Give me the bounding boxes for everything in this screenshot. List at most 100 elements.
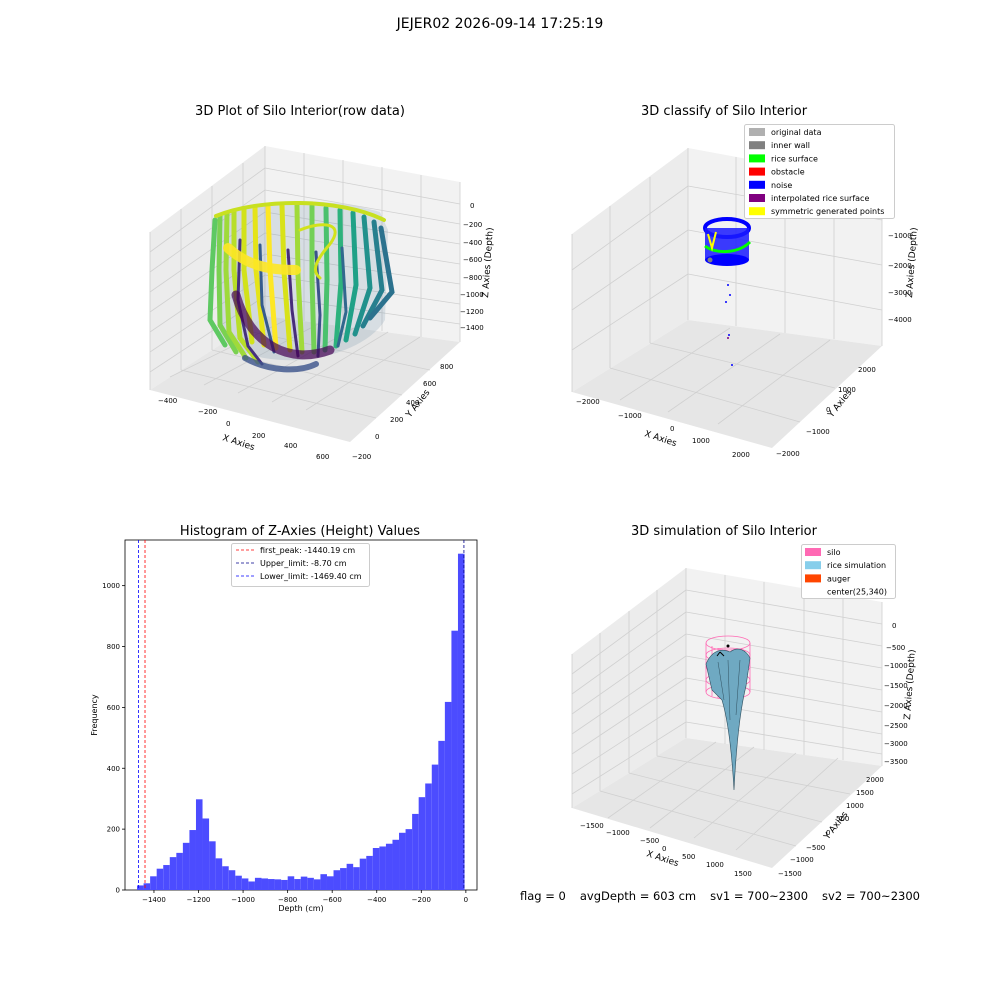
legend-label: auger [827, 574, 851, 583]
histogram-bar [261, 878, 269, 890]
p3-xlabel: Depth (cm) [278, 904, 323, 913]
sv2-text: sv2 = 700~2300 [822, 889, 920, 903]
p4-ytick-0: −1500 [778, 870, 802, 878]
p1-xtick-4: 400 [284, 442, 297, 450]
p2-ytick-1: −1000 [806, 428, 830, 436]
y-tick-label: 200 [107, 826, 120, 834]
p4-ztick-6: −3000 [884, 740, 908, 748]
x-tick-label: −1200 [187, 896, 211, 904]
histogram-bar [209, 841, 216, 890]
x-tick-label: −400 [367, 896, 386, 904]
p4-ztick-2: −1000 [884, 662, 908, 670]
histogram-bar [444, 701, 452, 890]
p4-ytick-7: 2000 [866, 776, 884, 784]
legend-label: obstacle [771, 168, 805, 177]
p4-ztick-4: −2000 [884, 702, 908, 710]
histogram-bar [182, 842, 190, 890]
histogram-bar [248, 881, 255, 890]
p4-ztick-0: 0 [892, 622, 896, 630]
x-tick-label: −800 [278, 896, 297, 904]
p1-ytick-5: 800 [440, 363, 453, 371]
p1-ztick-4: −800 [463, 274, 482, 282]
legend-label: Upper_limit: -8.70 cm [260, 559, 347, 568]
legend-swatch [805, 561, 821, 570]
p4-ztick-7: −3500 [884, 758, 908, 766]
p4-ytick-1: −1000 [790, 856, 814, 864]
x-tick-label: −1400 [142, 896, 166, 904]
histogram-bar [274, 879, 282, 890]
histogram-bar [425, 783, 432, 890]
histogram-bar [163, 865, 170, 890]
p4-xtick-4: 500 [682, 853, 695, 861]
p2-ytick-0: −2000 [776, 450, 800, 458]
legend-label: center(25,340) [827, 588, 887, 597]
histogram-bar [215, 858, 223, 890]
histogram-bar [169, 857, 177, 890]
histogram-bar [313, 879, 321, 890]
legend-label: silo [827, 548, 841, 557]
p2-xtick-2: 0 [670, 425, 674, 433]
legend-label: noise [771, 181, 792, 190]
p1-ytick-4: 600 [423, 380, 436, 388]
silo-wall-point-cloud [207, 201, 395, 373]
center-marker [726, 644, 730, 648]
histogram-bar [156, 868, 164, 890]
histogram-bar [333, 870, 341, 890]
p2-xtick-1: −1000 [618, 412, 642, 420]
y-tick-label: 400 [107, 765, 120, 773]
p1-xtick-0: −400 [158, 397, 177, 405]
legend-label: rice surface [771, 154, 818, 163]
histogram-bar [281, 879, 288, 890]
legend-swatch [749, 207, 765, 216]
legend-swatch [805, 587, 821, 596]
legend-swatch [749, 167, 765, 176]
legend-swatch [749, 141, 765, 150]
p2-xtick-0: −2000 [576, 398, 600, 406]
histogram-bar [222, 866, 229, 890]
p2-xtick-4: 2000 [732, 451, 750, 459]
simulation-legend: silo rice simulation auger center(25,340) [801, 544, 896, 599]
histogram-bar [399, 832, 406, 890]
histogram-bar [379, 846, 386, 890]
histogram-bar [353, 867, 360, 890]
histogram-bar [137, 885, 144, 890]
histogram-bar [254, 877, 262, 890]
p1-ytick-0: −200 [352, 453, 371, 461]
panel2-title: 3D classify of Silo Interior [640, 104, 808, 119]
p4-xtick-0: −1500 [580, 822, 604, 830]
histogram-bar [359, 858, 367, 890]
histogram-bar [176, 852, 183, 890]
floor-pane [572, 738, 882, 868]
histogram-bar [320, 874, 327, 890]
p4-ytick-5: 1000 [846, 802, 864, 810]
histogram-bar [235, 875, 242, 890]
grid-lines [571, 568, 883, 851]
p1-ztick-0: 0 [470, 202, 474, 210]
histogram-bar [392, 839, 400, 890]
legend-swatch [749, 180, 765, 189]
p1-ztick-5: −1000 [460, 291, 484, 299]
legend-label: symmetric generated points [771, 207, 884, 216]
sv1-text: sv1 = 700~2300 [710, 889, 809, 903]
legend-label: rice simulation [827, 561, 886, 570]
histogram-bar [294, 879, 301, 890]
p2-ztick-3: −4000 [888, 316, 912, 324]
histogram-bar [431, 764, 439, 890]
x-tick-label: 0 [464, 896, 468, 904]
legend-label: inner wall [771, 141, 810, 150]
p4-ztick-5: −2500 [884, 722, 908, 730]
p1-ztick-6: −1200 [460, 308, 484, 316]
p2-ztick-1: −2000 [888, 262, 912, 270]
histogram-bar [451, 630, 458, 890]
p1-ztick-3: −600 [463, 256, 482, 264]
y-tick-label: 1000 [102, 582, 120, 590]
panel4-title: 3D simulation of Silo Interior [631, 524, 817, 539]
histogram-bar [385, 843, 393, 890]
x-tick-label: −200 [412, 896, 431, 904]
status-footer: flag = 0 avgDepth = 603 cm sv1 = 700~2300 s… [520, 889, 934, 903]
raw-data-3d-plot: −400 −200 0 200 400 600 −200 0 200 400 6… [149, 146, 496, 461]
depth-histogram: −1400 −1200 −1000 −800 −600 −400 −200 0 0 200 400… [90, 539, 478, 913]
p4-ytick-3: 0 [826, 829, 830, 837]
p1-xtick-1: −200 [198, 408, 217, 416]
legend-swatch [749, 154, 765, 163]
